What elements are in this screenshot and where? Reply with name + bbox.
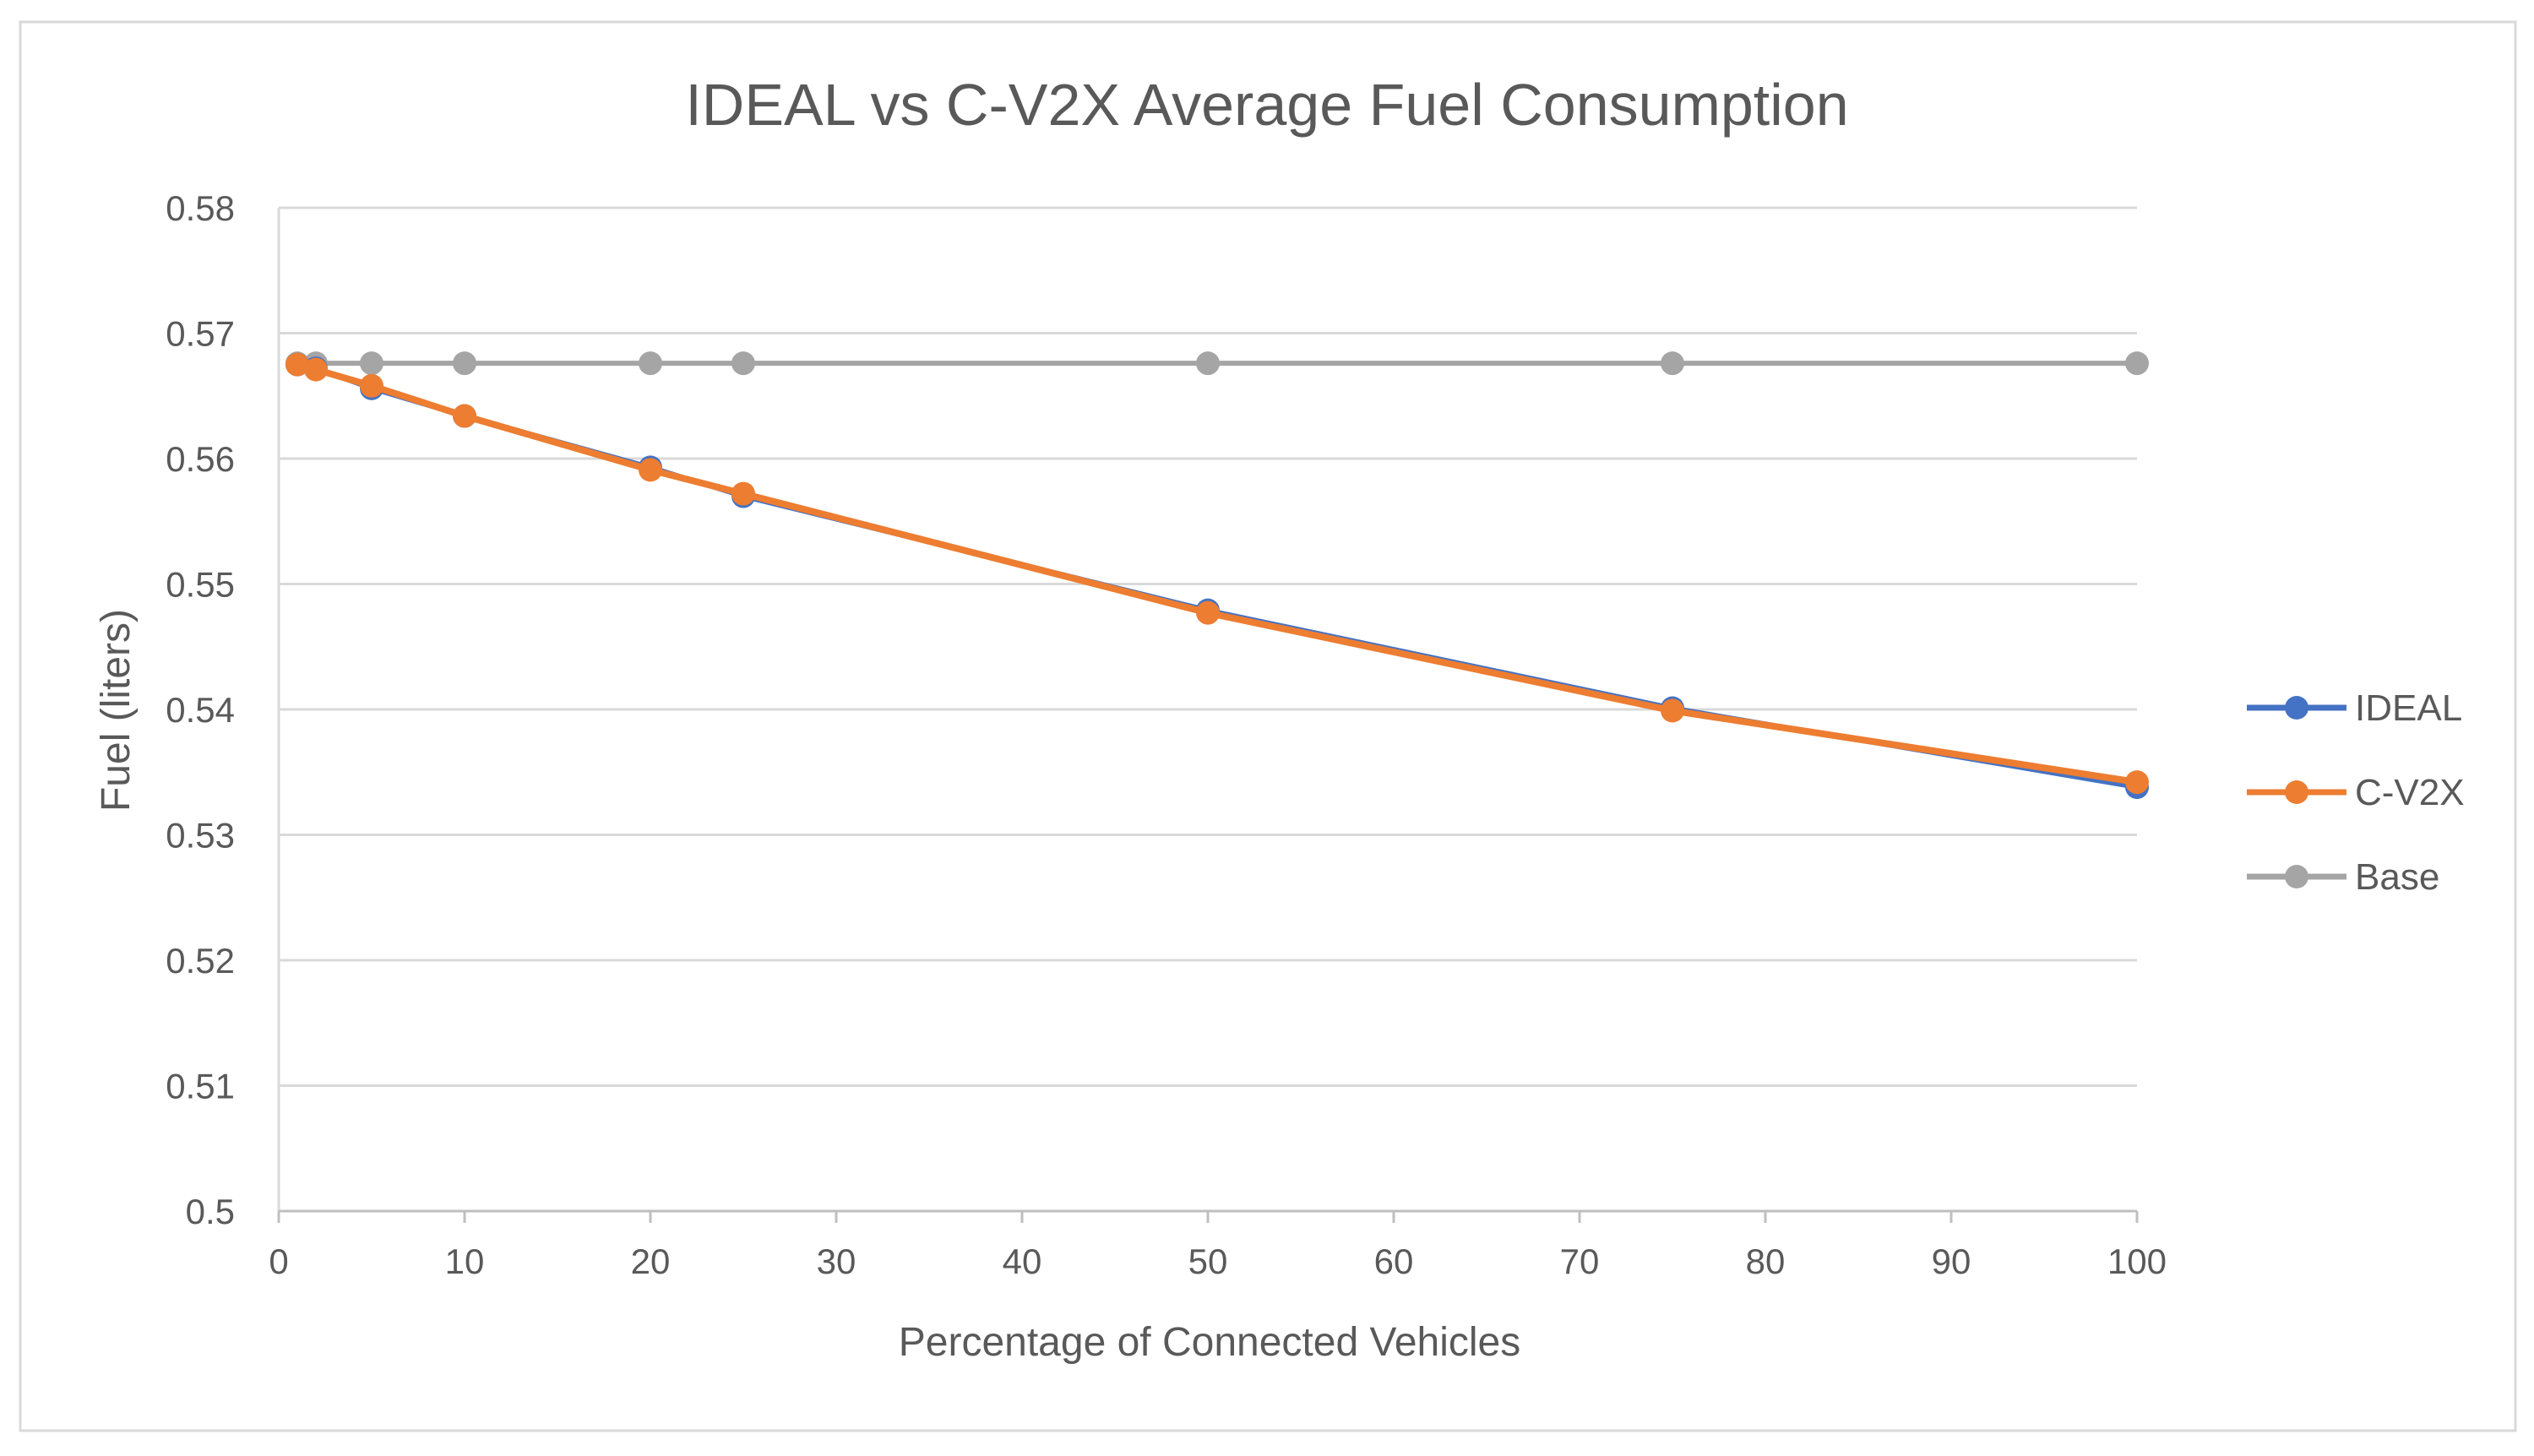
x-tick-label: 10	[445, 1241, 485, 1281]
x-tick-label: 80	[1746, 1241, 1786, 1281]
data-point-c-v2x	[453, 404, 476, 428]
data-point-c-v2x	[304, 357, 328, 382]
data-point-c-v2x	[639, 458, 662, 482]
y-tick-label: 0.54	[166, 690, 235, 730]
chart-title: IDEAL vs C-V2X Average Fuel Consumption	[685, 72, 1848, 138]
legend-label: C-V2X	[2355, 772, 2465, 813]
x-tick-label: 60	[1374, 1241, 1414, 1281]
legend-swatch-marker	[2285, 780, 2308, 804]
data-point-c-v2x	[360, 373, 383, 398]
x-tick-label: 40	[1003, 1241, 1042, 1281]
chart-border	[19, 20, 2517, 1432]
x-tick-label: 20	[631, 1241, 671, 1281]
series-group	[285, 351, 2149, 800]
data-point-base	[360, 351, 383, 376]
x-tick-label: 50	[1188, 1241, 1228, 1281]
legend-swatch-marker	[2285, 696, 2308, 720]
legend-swatch-marker	[2285, 865, 2308, 888]
y-tick-label: 0.58	[166, 188, 235, 228]
x-axis-label: Percentage of Connected Vehicles	[899, 1320, 1521, 1365]
data-point-base	[639, 351, 662, 376]
x-tick-label: 100	[2107, 1241, 2167, 1281]
data-point-c-v2x	[1196, 600, 1220, 625]
legend-label: IDEAL	[2355, 687, 2462, 729]
series-base	[285, 351, 2149, 376]
data-point-base	[453, 351, 476, 376]
y-tick-label: 0.52	[166, 941, 235, 981]
y-axis-label: Fuel (liters)	[94, 609, 139, 812]
data-point-base	[1661, 351, 1684, 376]
legend: IDEAL C-V2X Base	[2247, 687, 2465, 898]
legend-item-base: Base	[2247, 856, 2439, 898]
gridlines	[279, 206, 2137, 1087]
data-point-c-v2x	[1661, 698, 1684, 723]
x-tick-labels: 0 10 20 30 40 50 60 70 80 90 100	[269, 1211, 2167, 1281]
y-tick-labels: 0.5 0.51 0.52 0.53 0.54 0.55 0.56 0.57 0.58	[166, 188, 235, 1231]
y-tick-label: 0.56	[166, 439, 235, 479]
data-point-c-v2x	[285, 352, 309, 377]
y-tick-label: 0.55	[166, 565, 235, 605]
y-tick-label: 0.5	[186, 1192, 235, 1231]
x-tick-label: 30	[817, 1241, 856, 1281]
y-tick-label: 0.57	[166, 314, 235, 354]
x-tick-label: 0	[269, 1241, 288, 1281]
data-point-base	[2125, 351, 2149, 376]
data-point-c-v2x	[2125, 770, 2149, 795]
series-c-v2x	[285, 352, 2149, 795]
legend-label: Base	[2355, 856, 2439, 898]
y-tick-label: 0.51	[166, 1067, 235, 1106]
x-tick-label: 90	[1932, 1241, 1971, 1281]
data-point-base	[731, 351, 755, 376]
data-point-c-v2x	[731, 481, 755, 506]
y-tick-label: 0.53	[166, 816, 235, 856]
data-point-base	[1196, 351, 1220, 376]
x-tick-label: 70	[1560, 1241, 1600, 1281]
legend-item-ideal: IDEAL	[2247, 687, 2462, 729]
legend-item-c-v2x: C-V2X	[2247, 772, 2465, 813]
